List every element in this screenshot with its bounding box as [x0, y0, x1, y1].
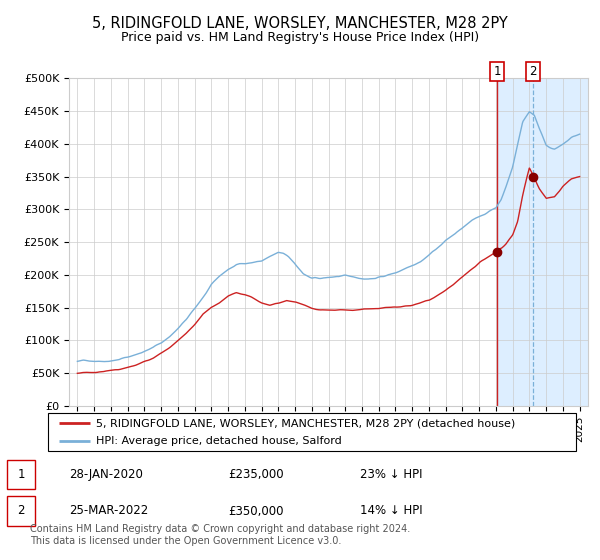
Bar [497, 78, 588, 406]
Text: 5, RIDINGFOLD LANE, WORSLEY, MANCHESTER, M28 2PY (detached house): 5, RIDINGFOLD LANE, WORSLEY, MANCHESTER,… [95, 418, 515, 428]
Text: 23% ↓ HPI: 23% ↓ HPI [360, 468, 422, 481]
Text: 1: 1 [493, 66, 501, 78]
Text: 28-JAN-2020: 28-JAN-2020 [69, 468, 143, 481]
Text: £235,000: £235,000 [228, 468, 284, 481]
Text: 14% ↓ HPI: 14% ↓ HPI [360, 505, 422, 517]
Text: £350,000: £350,000 [228, 505, 284, 517]
Text: Contains HM Land Registry data © Crown copyright and database right 2024.
This d: Contains HM Land Registry data © Crown c… [30, 524, 410, 546]
Text: 2: 2 [529, 66, 537, 78]
Text: 25-MAR-2022: 25-MAR-2022 [69, 505, 148, 517]
Text: Price paid vs. HM Land Registry's House Price Index (HPI): Price paid vs. HM Land Registry's House … [121, 31, 479, 44]
Text: 2: 2 [17, 505, 25, 517]
Text: 5, RIDINGFOLD LANE, WORSLEY, MANCHESTER, M28 2PY: 5, RIDINGFOLD LANE, WORSLEY, MANCHESTER,… [92, 16, 508, 31]
Text: 1: 1 [17, 468, 25, 481]
Text: HPI: Average price, detached house, Salford: HPI: Average price, detached house, Salf… [95, 436, 341, 446]
